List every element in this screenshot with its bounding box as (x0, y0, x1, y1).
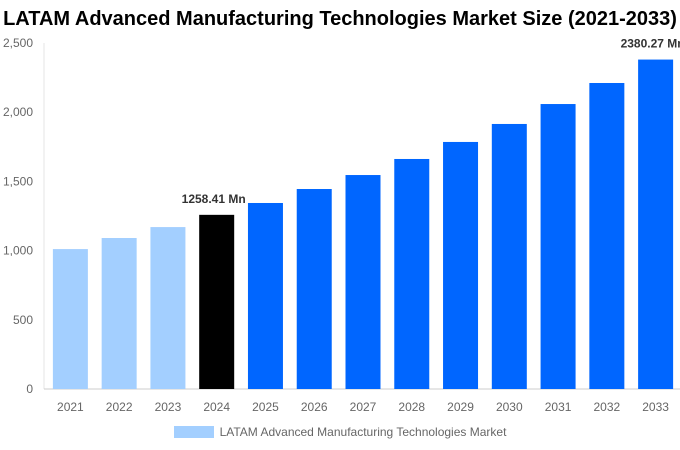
x-tick-label: 2027 (350, 400, 377, 414)
x-tick-label: 2033 (642, 400, 669, 414)
bar-2030 (491, 123, 527, 390)
x-tick-label: 2022 (106, 400, 133, 414)
bar-2026 (296, 189, 332, 389)
bar-2024 (199, 214, 235, 389)
bar-2032 (589, 82, 625, 390)
bar-2031 (540, 104, 576, 390)
x-tick-label: 2030 (496, 400, 523, 414)
x-tick-label: 2026 (301, 400, 328, 414)
x-tick-label: 2029 (447, 400, 474, 414)
x-tick-label: 2023 (155, 400, 182, 414)
x-tick-label: 2031 (545, 400, 572, 414)
legend-label: LATAM Advanced Manufacturing Technologie… (219, 425, 507, 439)
bar-2027 (345, 175, 381, 389)
bar-2028 (394, 158, 430, 389)
y-tick-label: 2,500 (3, 36, 33, 50)
y-tick-label: 500 (13, 313, 33, 327)
bar-2029 (443, 141, 479, 389)
bar-2033 (638, 59, 674, 390)
y-tick-label: 1,000 (3, 244, 33, 258)
bar-2022 (101, 238, 137, 389)
x-tick-label: 2024 (203, 400, 230, 414)
x-tick-label: 2025 (252, 400, 279, 414)
y-tick-label: 0 (26, 382, 33, 396)
legend: LATAM Advanced Manufacturing Technologie… (0, 425, 680, 439)
x-tick-label: 2032 (593, 400, 620, 414)
x-tick-label: 2021 (57, 400, 84, 414)
x-tick-label: 2028 (398, 400, 425, 414)
bar-2021 (52, 249, 88, 389)
data-label: 2380.27 Mn (621, 37, 680, 51)
data-label: 1258.41 Mn (182, 192, 246, 206)
bar-2025 (247, 202, 283, 389)
bar-chart: 0 500 1,000 1,500 2,000 2,500 2021 2022 2023 2024… (3, 36, 680, 414)
y-tick-label: 1,500 (3, 174, 33, 188)
y-tick-label: 2,000 (3, 105, 33, 119)
chart-title: LATAM Advanced Manufacturing Technologie… (3, 8, 677, 30)
legend-swatch (173, 426, 214, 438)
bar-2023 (150, 227, 186, 389)
